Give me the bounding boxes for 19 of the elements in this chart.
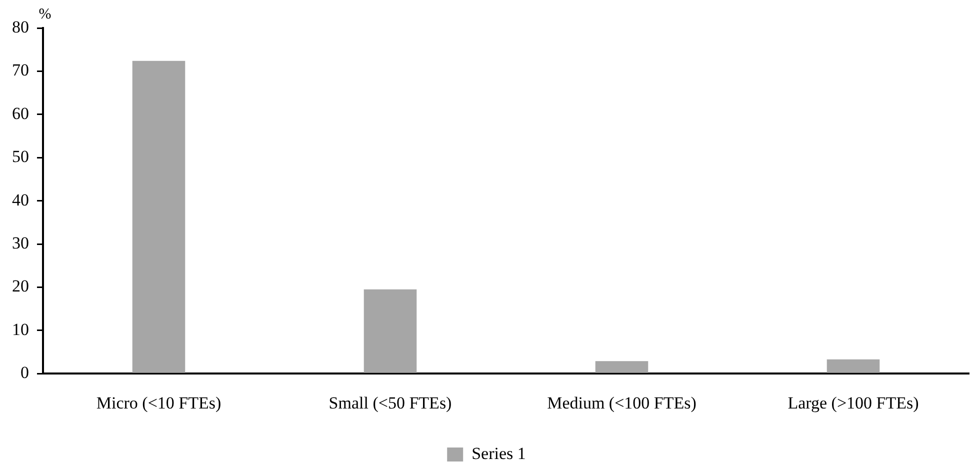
bar	[826, 359, 880, 373]
x-tick-label: Small (<50 FTEs)	[328, 393, 452, 412]
x-tick-label: Medium (<100 FTEs)	[547, 393, 696, 412]
bar	[595, 361, 648, 373]
x-tick-label: Large (>100 FTEs)	[788, 393, 919, 412]
bar	[132, 60, 186, 373]
y-tick-label: 50	[12, 147, 29, 166]
y-tick-label: 60	[12, 104, 29, 123]
legend-label: Series 1	[472, 444, 526, 463]
y-tick-label: 80	[12, 17, 29, 36]
y-tick-label: 30	[12, 233, 29, 252]
y-tick-label: 70	[12, 60, 29, 80]
y-tick-label: 20	[12, 276, 29, 296]
y-tick-label: 40	[12, 190, 29, 210]
x-tick-label: Micro (<10 FTEs)	[96, 393, 222, 412]
y-axis-title: %	[38, 6, 52, 22]
bar	[364, 289, 417, 373]
y-tick-label: 0	[20, 363, 29, 382]
y-tick-label: 10	[12, 320, 29, 339]
